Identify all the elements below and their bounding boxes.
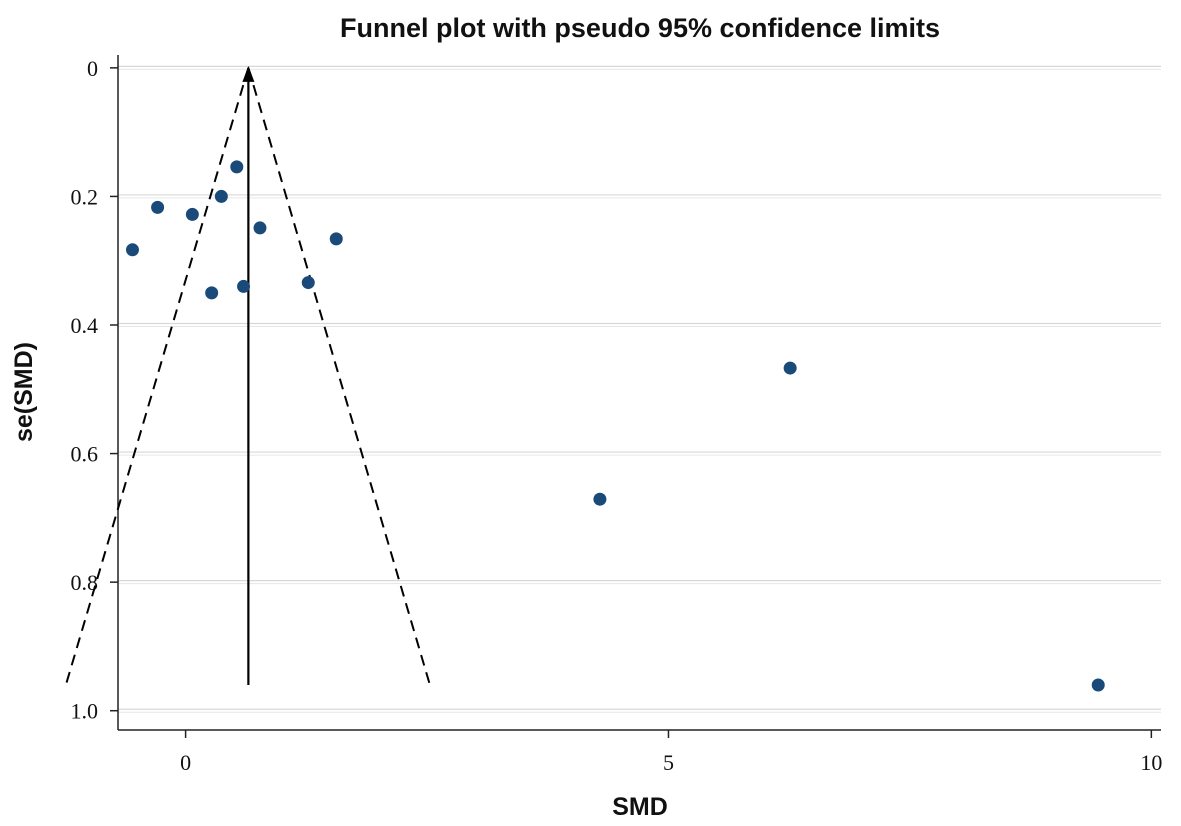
x-axis-title: SMD bbox=[612, 793, 668, 821]
data-points bbox=[125, 160, 1105, 692]
data-point bbox=[253, 221, 267, 235]
grid-lines bbox=[118, 65, 1161, 713]
data-point bbox=[185, 207, 199, 221]
x-tick-label: 10 bbox=[1140, 750, 1162, 775]
data-point bbox=[125, 243, 139, 257]
data-point bbox=[237, 279, 251, 293]
y-tick-label: 0.2 bbox=[71, 184, 99, 209]
funnel-lines bbox=[64, 65, 431, 686]
axes: 00.20.40.60.81.00 5 10 bbox=[71, 55, 1162, 775]
data-point bbox=[1091, 678, 1105, 692]
data-point bbox=[783, 361, 797, 375]
y-tick-label: 0.6 bbox=[71, 442, 99, 467]
chart-title: Funnel plot with pseudo 95% confidence l… bbox=[340, 13, 940, 43]
x-tick-label: 5 bbox=[663, 750, 674, 775]
plot-background bbox=[118, 55, 1161, 730]
data-point bbox=[301, 276, 315, 290]
data-point bbox=[230, 160, 244, 174]
y-tick-label: 0.4 bbox=[71, 313, 99, 338]
data-point bbox=[593, 492, 607, 506]
y-tick-label: 0 bbox=[87, 56, 98, 81]
x-tick-label: 0 bbox=[180, 750, 191, 775]
data-point bbox=[205, 286, 219, 300]
y-tick-label: 1.0 bbox=[71, 699, 99, 724]
y-axis-title: se(SMD) bbox=[10, 342, 38, 442]
data-point bbox=[151, 200, 165, 214]
data-point bbox=[329, 232, 343, 246]
data-point bbox=[214, 189, 228, 203]
